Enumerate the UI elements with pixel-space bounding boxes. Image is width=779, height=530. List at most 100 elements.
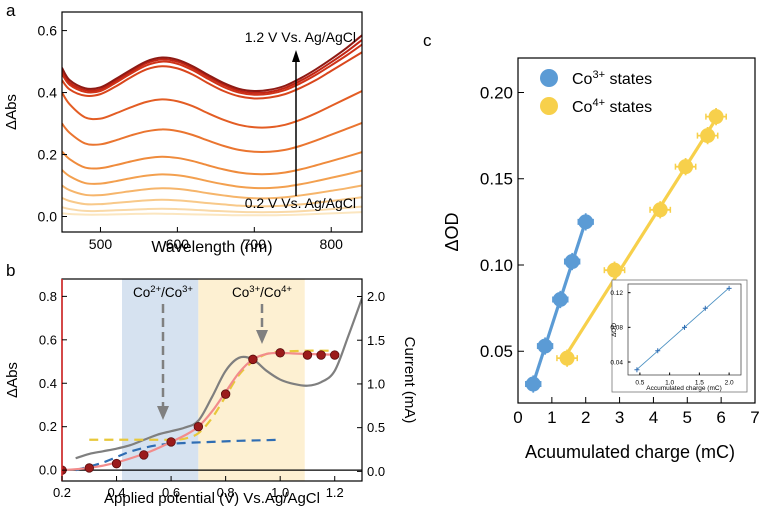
dabs-marker [302, 350, 313, 360]
panel-c-x-tick-label: 7 [750, 408, 759, 427]
panel-a-x-tick-label: 800 [320, 236, 344, 252]
panel-b-y2-tick-label: 2.0 [367, 289, 385, 304]
panel-b-y-tick-label: 0.6 [39, 332, 57, 347]
panel-a-arrow-head [292, 50, 300, 62]
dabs-marker [220, 389, 231, 399]
legend-co4-marker [540, 97, 558, 115]
legend-co3-label: Co3+ states [572, 69, 652, 88]
panel-b-x-tick-label: 0.6 [162, 485, 180, 500]
inset-y-tick-label: 0.04 [610, 359, 623, 366]
panel-c-inset: 0.5 1.0 1.5 2.0 0.04 0.08 0.12 Accumulated ch… [610, 279, 748, 393]
panel-a-x-ticks: 500 600 700 800 [89, 227, 343, 252]
panel-c-y-tick-label: 0.15 [480, 170, 513, 189]
region-arrow-left-head [157, 406, 169, 420]
panel-c-x-tick-label: 0 [513, 408, 522, 427]
panel-c-x-tick-label: 1 [547, 408, 556, 427]
panel-a-annotation-bottom: 0.2 V Vs. Ag/AgCl [245, 195, 356, 211]
inset-data [634, 285, 732, 373]
series-1-point [606, 262, 622, 278]
spectrum-line [62, 211, 362, 217]
spectrum-line [62, 43, 362, 96]
panel-b-x-tick-label: 0.2 [53, 485, 71, 500]
panel-c-y-tick-label: 0.10 [480, 256, 513, 275]
series-1-point [652, 202, 668, 218]
panel-c-legend: Co3+ states Co4+ states [540, 69, 652, 116]
panel-a-x-tick-label: 600 [166, 236, 190, 252]
panel-b-y-tick-label: 0.2 [39, 419, 57, 434]
panel-b-y-tick-label: 0.8 [39, 289, 57, 304]
panel-c: c 0 1 2 3 4 5 6 7 0.05 0.10 0.15 0.20 Acuumulated … [423, 31, 760, 462]
series-1-point [708, 109, 724, 125]
panel-c-x-axis-label: Acuumulated charge (mC) [525, 442, 735, 462]
spectrum-line [62, 51, 362, 100]
series-0-point [552, 292, 568, 307]
dabs-marker [166, 437, 176, 447]
panel-a-annotation-top: 1.2 V Vs. Ag/AgCl [245, 29, 356, 45]
panel-b-y2-axis-label: Current (mA) [401, 337, 418, 424]
panel-b-x-tick-label: 0.8 [217, 485, 235, 500]
inset-point [702, 305, 708, 311]
inset-y-tick-label: 0.12 [610, 290, 623, 297]
panel-a-frame [61, 11, 363, 233]
panel-b-x-axis-label: Applied potential (V) Vs.Ag/AgCl [104, 490, 320, 507]
panel-b-curves [62, 297, 362, 475]
series-0-point [564, 254, 580, 270]
panel-a-label: a [6, 1, 16, 20]
panel-a-y-tick-label: 0.4 [38, 84, 58, 100]
inset-x-tick-label: 0.5 [635, 380, 644, 387]
panel-b-x-ticks: 0.2 0.4 0.6 0.8 1.0 1.2 [53, 476, 344, 500]
inset-x-tick-label: 2.0 [725, 380, 734, 387]
spectrum-line [62, 205, 362, 214]
panel-b-y2-tick-label: 0.0 [367, 464, 385, 479]
panel-c-y-axis-label: ΔOD [442, 212, 462, 251]
panel-b-y2-tick-label: 1.5 [367, 333, 385, 348]
panel-b: b 0.2 0.4 0.6 0.8 1.0 1.2 0.0 0.2 0.4 0.6 0.8 0.0… [4, 261, 418, 507]
panel-c-x-tick-label: 2 [581, 408, 590, 427]
panel-a-y-ticks: 0.0 0.2 0.4 0.6 [38, 22, 67, 224]
spectrum-line [62, 184, 362, 200]
spectrum-line [62, 169, 362, 190]
dabs-marker [330, 350, 340, 360]
region-co3-co4-label: Co3+/Co4+ [232, 284, 292, 300]
legend-co4-label: Co4+ states [572, 97, 652, 116]
panel-b-label: b [6, 261, 15, 280]
panel-c-y-tick-label: 0.05 [480, 342, 513, 361]
panel-a-x-tick-label: 700 [243, 236, 267, 252]
panel-b-y2-tick-label: 0.5 [367, 420, 385, 435]
inset-fit-line [636, 287, 730, 370]
series-1-point [700, 128, 716, 144]
panel-b-regions [122, 279, 305, 481]
panel-c-y-ticks: 0.05 0.10 0.15 0.20 [480, 83, 524, 361]
fit-co3-curve [75, 438, 281, 472]
panel-a: a 500 600 700 800 0.0 0.2 0.4 0.6 Wavelength (… [3, 1, 363, 256]
panel-a-y-tick-label: 0.2 [38, 146, 58, 162]
panel-c-x-tick-label: 6 [716, 408, 725, 427]
inset-point [726, 285, 732, 291]
panel-c-y-tick-label: 0.20 [480, 83, 513, 102]
panel-c-x-ticks: 0 1 2 3 4 5 6 7 [513, 397, 760, 427]
inset-x-tick-label: 1.0 [665, 380, 674, 387]
panel-c-x-tick-label: 3 [615, 408, 624, 427]
inset-point [682, 324, 687, 330]
panel-b-y2-ticks: 0.0 0.5 1.0 1.5 2.0 [357, 289, 385, 479]
panel-b-x-tick-label: 1.2 [326, 485, 344, 500]
inset-x-axis-label: Accumulated charge (mC) [646, 385, 722, 392]
panel-b-y2-tick-label: 1.0 [367, 376, 385, 391]
inset-y-axis-label: ΔOD [611, 323, 618, 337]
spectrum-line [62, 150, 362, 176]
dabs-marker [84, 463, 94, 473]
region-co2-co3-label: Co2+/Co3+ [133, 284, 193, 300]
series-1-point [559, 350, 575, 366]
panel-c-label: c [423, 31, 432, 50]
panel-a-y-axis-label: ΔAbs [3, 94, 20, 130]
inset-point [634, 367, 640, 373]
panel-b-region-labels: Co2+/Co3+ Co3+/Co4+ [133, 284, 292, 300]
dabs-marker [275, 348, 285, 358]
spectrum-line [62, 39, 362, 94]
inset-x-tick-label: 1.5 [695, 380, 704, 387]
spectrum-line [62, 196, 362, 208]
panel-a-y-tick-label: 0.6 [38, 22, 58, 38]
panel-c-data [525, 108, 727, 393]
current-curve [75, 297, 362, 460]
panel-b-y-tick-label: 0.4 [39, 376, 57, 391]
